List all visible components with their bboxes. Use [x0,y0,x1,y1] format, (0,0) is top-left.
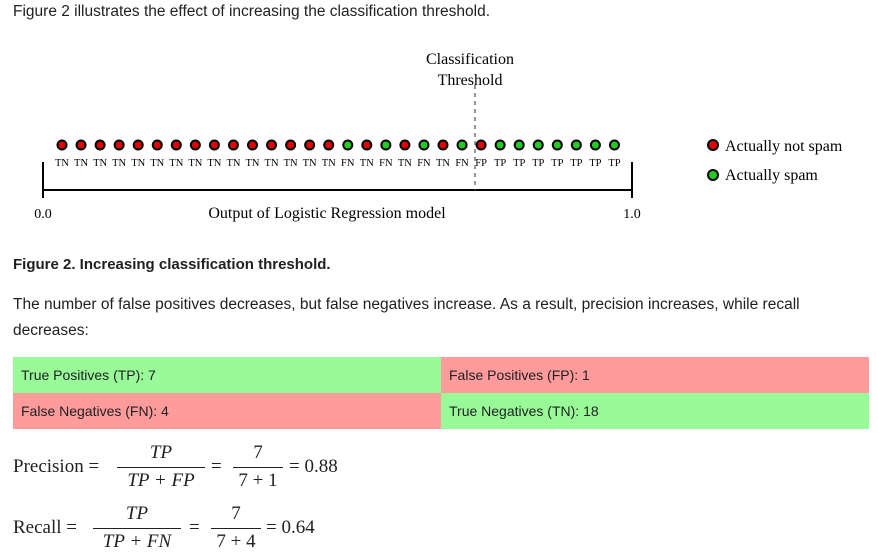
legend-spam-label: Actually spam [725,167,818,184]
point-spam [570,139,582,151]
point-label-tn: TN [93,158,107,169]
legend-not-spam-label: Actually not spam [725,138,843,155]
point-label-tp: TP [494,158,506,169]
precision-fraction-symbolic: TP TP + FP [117,442,205,492]
recall-numerator-value: 7 [231,503,241,524]
point-label-tn: TN [303,158,317,169]
point-not-spam [151,139,163,151]
point-label-fn: FN [341,158,355,169]
point-not-spam [189,139,201,151]
point-not-spam [323,139,335,151]
axis-min-label: 0.0 [34,207,52,222]
point-label-fn: FN [417,158,431,169]
point-spam [418,139,430,151]
point-not-spam [208,139,220,151]
point-not-spam [94,139,106,151]
confusion-matrix: True Positives (TP): 7 False Positives (… [13,357,869,429]
point-not-spam [56,139,68,151]
point-label-tp: TP [608,158,620,169]
point-label-tn: TN [169,158,183,169]
point-label-tn: TN [284,158,298,169]
point-label-tn: TN [226,158,240,169]
precision-numerator-value: 7 [253,442,263,463]
point-spam [551,139,563,151]
point-label-tn: TN [55,158,69,169]
point-not-spam [475,139,487,151]
point-label-tp: TP [513,158,525,169]
precision-numerator: TP [149,442,173,463]
point-not-spam [285,139,297,151]
point-not-spam [113,139,125,151]
point-spam [456,139,468,151]
precision-fraction-numeric: 7 7 + 1 [233,442,283,492]
cell-false-positives: False Positives (FP): 1 [441,357,869,393]
recall-denominator-value: 7 + 4 [211,528,261,553]
point-label-tn: TN [360,158,374,169]
point-label-tp: TP [570,158,582,169]
point-label-tp: TP [532,158,544,169]
recall-denominator: TP + FN [93,528,181,553]
recall-fraction-numeric: 7 7 + 4 [211,503,261,553]
point-label-tp: TP [551,158,563,169]
precision-denominator: TP + FP [117,467,205,492]
precision-result: = 0.88 [289,456,338,477]
point-not-spam [361,139,373,151]
point-not-spam [75,139,87,151]
figure-caption: Figure 2. Increasing classification thre… [13,256,331,273]
point-label-fn: FN [379,158,393,169]
point-not-spam [132,139,144,151]
recall-fraction-symbolic: TP TP + FN [93,503,181,553]
explanation-paragraph: The number of false positives decreases,… [13,296,800,339]
recall-label: Recall = [13,517,77,538]
point-label-tn: TN [112,158,126,169]
point-label-tn: TN [150,158,164,169]
point-not-spam [170,139,182,151]
point-not-spam [266,139,278,151]
cell-true-negatives: True Negatives (TN): 18 [441,393,869,429]
point-spam [513,139,525,151]
point-spam [494,139,506,151]
point-label-tn: TN [398,158,412,169]
point-not-spam [304,139,316,151]
point-not-spam [399,139,411,151]
point-label-tn: TN [436,158,450,169]
point-label-tn: TN [188,158,202,169]
point-not-spam [247,139,258,151]
cell-false-negatives: False Negatives (FN): 4 [13,393,441,429]
point-label-tn: TN [131,158,145,169]
points-layer: TN TN TN TN TN TN TN TN TN TN TN TN TN TN TN FN TN FN TN FN… [55,139,621,169]
axis-max-label: 1.0 [623,207,641,222]
legend-spam-marker [707,169,719,181]
threshold-label-line2: Threshold [438,72,503,89]
precision-denominator-value: 7 + 1 [233,467,283,492]
axis-label: Output of Logistic Regression model [208,205,446,222]
recall-result: = 0.64 [266,517,315,538]
point-label-fp: FP [475,158,487,169]
threshold-label-line1: Classification [426,51,514,68]
point-label-tn: TN [322,158,336,169]
precision-label: Precision = [13,456,100,477]
point-label-tn: TN [207,158,221,169]
point-spam [532,139,544,151]
point-label-tn: TN [74,158,88,169]
intro-text: Figure 2 illustrates the effect of incre… [13,3,491,20]
point-not-spam [227,139,239,151]
precision-equals: = [211,456,222,477]
point-not-spam [437,139,449,151]
point-spam [589,139,601,151]
point-spam [342,139,354,151]
threshold-diagram: TN TN TN TN TN TN TN TN TN TN TN TN TN TN TN FN TN FN TN FN… [34,51,843,222]
point-label-tn: TN [265,158,279,169]
recall-equals: = [189,517,200,538]
point-spam [380,139,392,151]
point-label-fn: FN [455,158,469,169]
recall-numerator: TP [125,503,149,524]
legend-not-spam-marker [707,139,719,151]
point-spam [608,139,620,151]
point-label-tn: TN [246,158,260,169]
point-label-tp: TP [589,158,601,169]
cell-true-positives: True Positives (TP): 7 [13,357,441,393]
